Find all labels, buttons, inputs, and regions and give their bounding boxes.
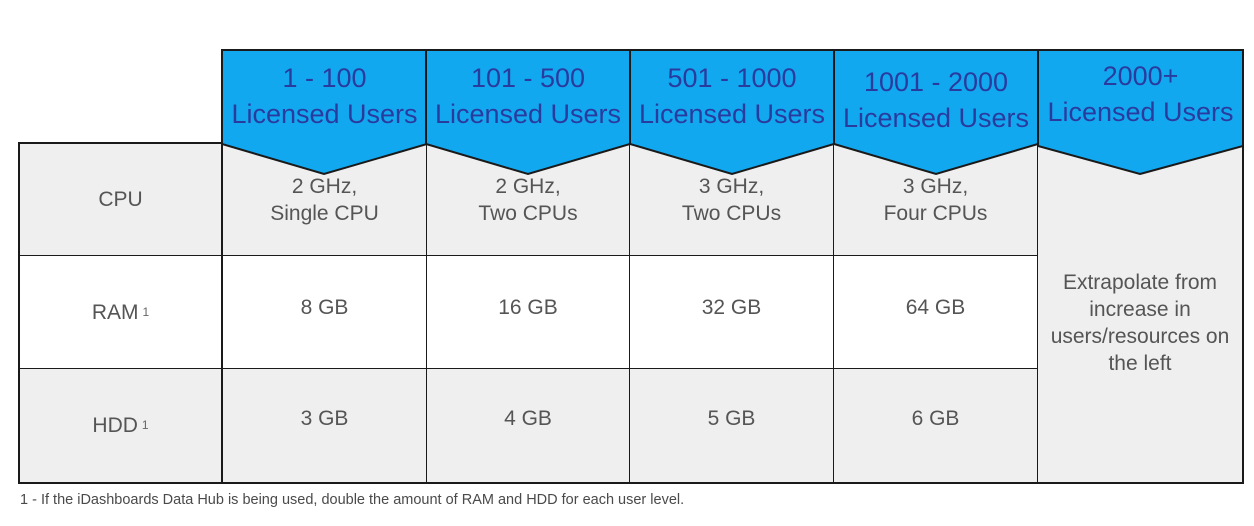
cell-ram-tier1: 8 GB (223, 256, 426, 368)
cell-value: 16 GB (498, 295, 558, 319)
merged-line: increase in (1089, 298, 1191, 321)
header-label: Licensed Users (231, 99, 418, 129)
row-label-text: RAM (91, 300, 139, 324)
header-label: Licensed Users (638, 99, 826, 129)
row-label-text: HDD (92, 414, 138, 437)
cell-value: 4 GB (504, 407, 552, 430)
cell-line1: 2 GHz, (495, 174, 561, 198)
cell-hdd-tier3: 5 GB (630, 369, 833, 482)
header-label: Licensed Users (842, 103, 1030, 133)
row-label-text: CPU (98, 188, 143, 211)
cell-value: 8 GB (300, 295, 349, 319)
header-banner-shape (833, 49, 1039, 176)
header-banner-shape (629, 49, 835, 176)
header-range: 501 - 1000 (667, 63, 797, 93)
row-label-hdd: HDD 1 (20, 369, 221, 482)
cell-line2: Two CPUs (478, 201, 578, 225)
cell-line1: 2 GHz, (291, 174, 358, 198)
header-banner-shape (221, 49, 428, 176)
cell-line1: 3 GHz, (698, 174, 765, 198)
header-range: 1001 - 2000 (863, 67, 1009, 97)
header-range: 2000+ (1102, 61, 1179, 91)
header-label: Licensed Users (434, 99, 622, 129)
cell-line2: Two CPUs (681, 201, 782, 225)
header-range: 1 - 100 (282, 63, 367, 93)
header-banner-shape (425, 49, 631, 176)
row-label-cpu: CPU (20, 144, 221, 255)
footnote-mark: 1 (141, 418, 149, 432)
merged-line: Extrapolate from (1062, 271, 1218, 294)
cell-line1: 3 GHz, (902, 174, 969, 198)
footnote-mark: 1 (142, 304, 150, 319)
row-label-ram: RAM 1 (20, 256, 221, 368)
cell-cpu-tier2: 2 GHz, Two CPUs (427, 144, 629, 255)
cell-hdd-tier2: 4 GB (427, 369, 629, 482)
cell-ram-tier4: 64 GB (834, 256, 1037, 368)
footnote: 1 - If the iDashboards Data Hub is being… (20, 492, 685, 508)
cell-ram-tier2: 16 GB (427, 256, 629, 368)
header-range: 101 - 500 (470, 63, 586, 93)
merged-line: users/resources on (1050, 325, 1230, 348)
cell-line2: Single CPU (270, 201, 379, 225)
header-label: Licensed Users (1047, 97, 1234, 127)
cell-value: 64 GB (905, 295, 966, 319)
cell-hdd-tier4: 6 GB (834, 369, 1037, 482)
merged-line: the left (1108, 352, 1172, 375)
cell-value: 6 GB (911, 407, 960, 430)
merged-cell-extrapolate: Extrapolate from increase in users/resou… (1038, 144, 1242, 482)
header-banner-shape (1037, 49, 1244, 176)
cell-line2: Four CPUs (883, 201, 988, 225)
cell-hdd-tier1: 3 GB (223, 369, 426, 482)
cell-value: 5 GB (707, 407, 756, 430)
cell-value: 32 GB (701, 295, 762, 319)
cell-ram-tier3: 32 GB (630, 256, 833, 368)
cell-value: 3 GB (300, 407, 349, 430)
